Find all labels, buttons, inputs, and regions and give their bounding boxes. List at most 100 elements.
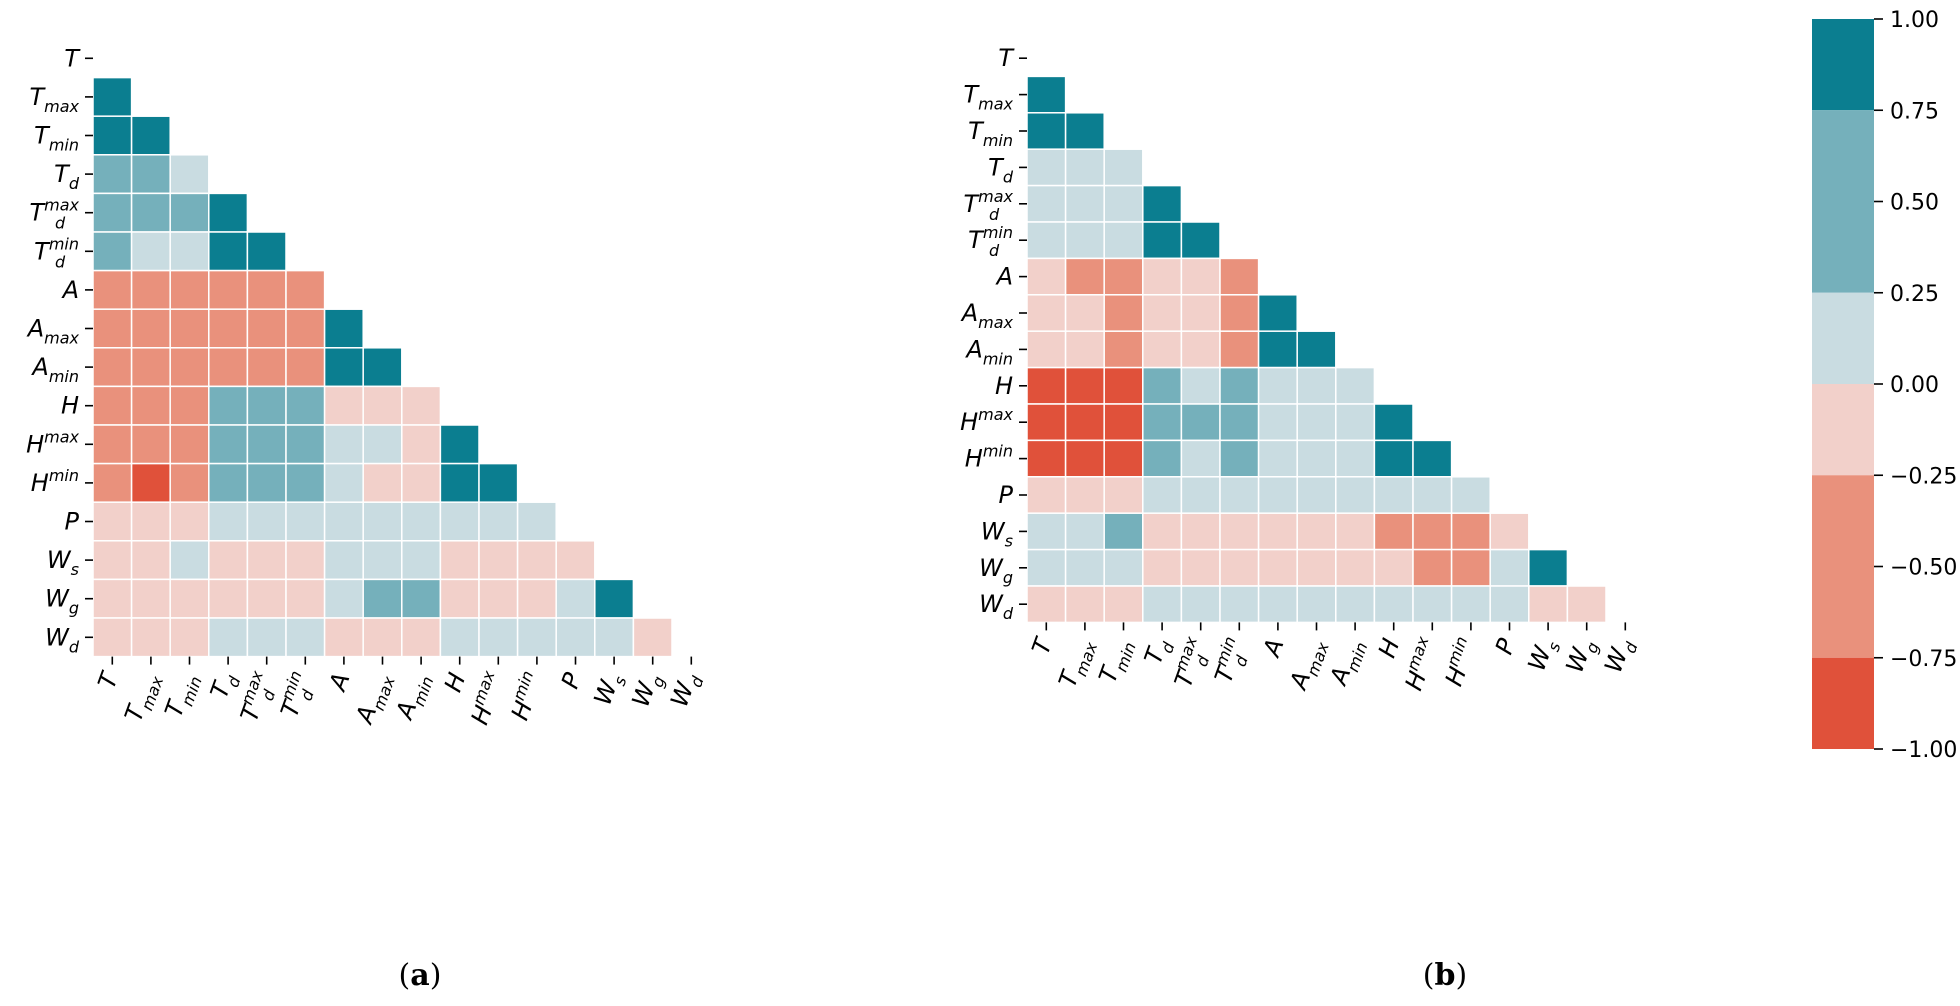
heatmap-cell (1026, 184, 1067, 223)
heatmap-cell (130, 424, 171, 465)
heatmap-cell (1064, 403, 1105, 442)
heatmap-cell (1180, 512, 1221, 551)
heatmap-cell (130, 462, 171, 503)
heatmap-cell (1528, 585, 1569, 624)
x-tick-label: Wd (665, 668, 708, 712)
x-tick-label: Wd (1599, 634, 1642, 678)
heatmap-cell (92, 308, 133, 349)
y-tick-label: P (999, 481, 1014, 509)
heatmap-cell (1450, 585, 1491, 624)
heatmap-cell (362, 462, 403, 503)
heatmap-cell (1103, 184, 1144, 223)
heatmap-cell (362, 424, 403, 465)
heatmap-cell (1064, 221, 1105, 260)
y-tick-label: Hmin (31, 466, 79, 497)
heatmap-cell (1296, 330, 1337, 369)
heatmap-cell (130, 501, 171, 542)
heatmap-cell (208, 617, 249, 658)
heatmap-cell (401, 385, 442, 426)
colorbar-tick-label: 0.25 (1890, 282, 1939, 307)
heatmap-cell (1180, 330, 1221, 369)
x-tick-label: Tmin (159, 669, 205, 722)
colorbar-bin (1812, 475, 1874, 658)
heatmap-cell (92, 501, 133, 542)
heatmap-cell (1026, 330, 1067, 369)
heatmap-cell (130, 308, 171, 349)
heatmap-cell (478, 462, 519, 503)
y-tick-label: Tmin (968, 117, 1013, 150)
heatmap-cell (208, 347, 249, 388)
heatmap-cell (439, 501, 480, 542)
heatmap-cell (169, 578, 210, 619)
heatmap-cell (401, 424, 442, 465)
heatmap-cell (1412, 548, 1453, 587)
heatmap-cell (1064, 512, 1105, 551)
x-tick-label: Amin (390, 669, 438, 726)
heatmap-cell (1064, 548, 1105, 587)
heatmap-cell (92, 154, 133, 195)
heatmap-cell (401, 617, 442, 658)
heatmap-cell (92, 115, 133, 156)
heatmap-cell (246, 501, 287, 542)
heatmap-cell (1373, 548, 1414, 587)
heatmap-cell (1335, 366, 1376, 405)
colorbar-tick-label: 0.50 (1890, 191, 1939, 216)
heatmap-cell (1103, 439, 1144, 478)
heatmap-cell (208, 540, 249, 581)
heatmap-cell (1064, 585, 1105, 624)
heatmap-cell (555, 540, 596, 581)
heatmap-cell (1450, 512, 1491, 551)
y-tick-label: Wg (979, 554, 1013, 587)
x-tick-label: Tmaxd (1166, 633, 1218, 693)
heatmap-cell (246, 231, 287, 272)
heatmap-cell (1026, 403, 1067, 442)
y-tick-label: Tmax d (963, 187, 1013, 224)
heatmap-cell (208, 501, 249, 542)
heatmap-cell (169, 424, 210, 465)
y-tick-label: Wd (979, 590, 1014, 623)
heatmap-cell (1412, 476, 1453, 514)
heatmap-cell (92, 269, 133, 310)
heatmap-cell (1335, 476, 1376, 514)
colorbar-bin (1812, 657, 1874, 749)
heatmap-cell (169, 385, 210, 426)
x-tick-label: Amax (350, 669, 399, 731)
y-tick-label: Amin (964, 335, 1013, 368)
colorbar-bin (1812, 292, 1874, 384)
y-tick-label: Tmin d (968, 223, 1013, 260)
heatmap-cell (130, 192, 171, 233)
heatmap-cell (516, 540, 557, 581)
heatmap-cell (1103, 294, 1144, 332)
heatmap-cell (169, 269, 210, 310)
heatmap-cell (1257, 403, 1298, 442)
heatmap-cell (285, 578, 326, 619)
heatmap-cell (1142, 476, 1183, 514)
heatmap-cell (1257, 439, 1298, 478)
x-tick-label: Hmin (1437, 634, 1483, 690)
heatmap-cell (1026, 148, 1067, 187)
heatmap-cell (323, 540, 364, 581)
heatmap-cell (1219, 294, 1260, 332)
heatmap-cell (1064, 148, 1105, 187)
heatmap-cell (169, 192, 210, 233)
heatmap-cell (439, 617, 480, 658)
heatmap-cell (92, 192, 133, 233)
heatmap-cell (208, 424, 249, 465)
heatmap-cell (1103, 366, 1144, 405)
panel-b-caption: (b) (1423, 958, 1467, 993)
heatmap-cell (1180, 439, 1221, 478)
heatmap-cell (130, 578, 171, 619)
heatmap-cell (285, 462, 326, 503)
heatmap-cell (1373, 403, 1414, 442)
heatmap-cell (478, 617, 519, 658)
heatmap-cell (1528, 548, 1569, 587)
heatmap-cell (401, 578, 442, 619)
heatmap-cell (1064, 184, 1105, 223)
heatmap-cell (1489, 548, 1530, 587)
heatmap-cell (1180, 257, 1221, 296)
heatmap-cell (1412, 439, 1453, 478)
heatmap-cell (439, 540, 480, 581)
heatmap-cell (362, 501, 403, 542)
x-tick-label: P (1490, 634, 1521, 658)
y-tick-label: Td (988, 153, 1014, 186)
